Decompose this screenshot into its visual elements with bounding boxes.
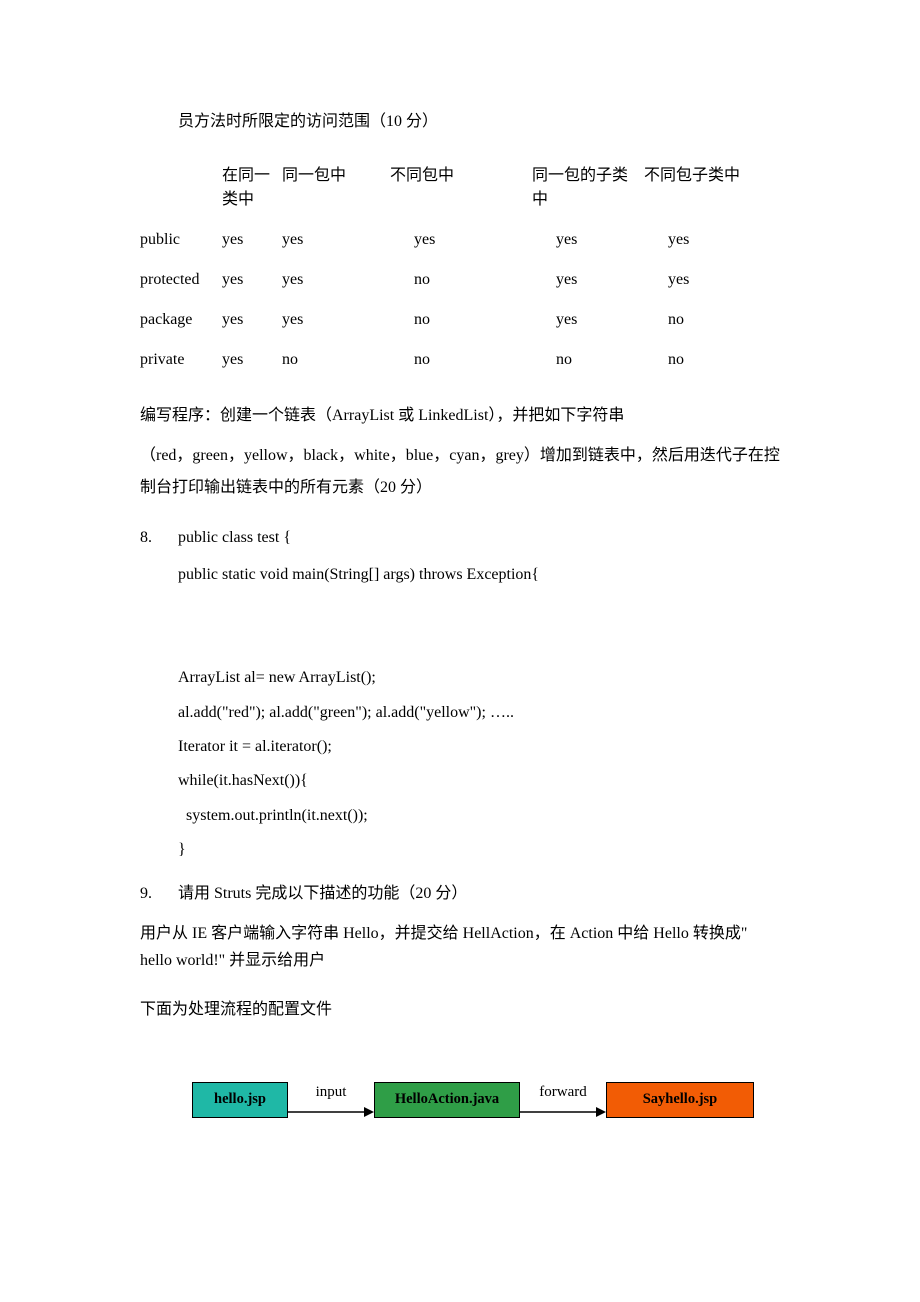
table-cell: yes: [532, 260, 644, 300]
q8-first-line: public class test {: [178, 526, 780, 550]
q7-line2: （red，green，yellow，black，white，blue，cyan，…: [140, 440, 780, 504]
table-cell: yes: [222, 260, 282, 300]
flow-arrow-label: forward: [539, 1081, 586, 1104]
table-cell: yes: [222, 340, 282, 380]
table-row: packageyesyesnoyesno: [140, 300, 780, 340]
col-header: 不同包子类中: [644, 156, 780, 220]
question-number: 9.: [140, 882, 178, 906]
page-heading-fragment: 员方法时所限定的访问范围（10 分）: [178, 110, 780, 134]
q9-config-label: 下面为处理流程的配置文件: [140, 998, 780, 1022]
col-header: 在同一类中: [222, 156, 282, 220]
question-create-list: 编写程序：创建一个链表（ArrayList 或 LinkedList），并把如下…: [140, 400, 780, 504]
table-cell: yes: [222, 220, 282, 260]
q7-line1: 编写程序：创建一个链表（ArrayList 或 LinkedList），并把如下…: [140, 400, 780, 432]
flow-arrow-label: input: [316, 1081, 347, 1104]
table-cell: yes: [282, 260, 390, 300]
table-cell: yes: [644, 260, 780, 300]
table-row: publicyesyesyesyesyes: [140, 220, 780, 260]
question-number: 8.: [140, 526, 178, 550]
table-cell: yes: [532, 220, 644, 260]
table-cell: no: [390, 300, 532, 340]
table-row: protectedyesyesnoyesyes: [140, 260, 780, 300]
table-cell: no: [282, 340, 390, 380]
table-cell: public: [140, 220, 222, 260]
table-cell: no: [532, 340, 644, 380]
table-cell: yes: [222, 300, 282, 340]
table-cell: yes: [282, 220, 390, 260]
table-cell: no: [644, 340, 780, 380]
flow-node: HelloAction.java: [374, 1082, 520, 1118]
table-cell: yes: [390, 220, 532, 260]
flow-arrow: forward: [520, 1081, 606, 1120]
table-cell: yes: [644, 220, 780, 260]
table-cell: no: [644, 300, 780, 340]
col-header: 同一包中: [282, 156, 390, 220]
question-9: 9. 请用 Struts 完成以下描述的功能（20 分）: [140, 882, 780, 906]
table-cell: no: [390, 260, 532, 300]
table-header-row: 在同一类中 同一包中 不同包中 同一包的子类中 不同包子类中: [140, 156, 780, 220]
struts-flow-diagram: hello.jsp input HelloAction.java forward Say…: [192, 1070, 780, 1130]
col-header: 不同包中: [390, 156, 532, 220]
table-cell: private: [140, 340, 222, 380]
table-cell: no: [390, 340, 532, 380]
flow-arrow: input: [288, 1081, 374, 1120]
q9-title: 请用 Struts 完成以下描述的功能（20 分）: [178, 882, 780, 906]
table-row: privateyesnononono: [140, 340, 780, 380]
col-header: 同一包的子类中: [532, 156, 644, 220]
col-header: [140, 156, 222, 220]
table-cell: yes: [282, 300, 390, 340]
flow-node: hello.jsp: [192, 1082, 288, 1118]
table-cell: protected: [140, 260, 222, 300]
table-cell: yes: [532, 300, 644, 340]
table-cell: package: [140, 300, 222, 340]
code-block: public static void main(String[] args) t…: [178, 558, 780, 868]
q9-description: 用户从 IE 客户端输入字符串 Hello，并提交给 HellAction，在 …: [140, 920, 780, 974]
question-8: 8. public class test {: [140, 526, 780, 550]
table: 在同一类中 同一包中 不同包中 同一包的子类中 不同包子类中 publicyes…: [140, 156, 780, 380]
flow-node: Sayhello.jsp: [606, 1082, 754, 1118]
access-modifier-table: 在同一类中 同一包中 不同包中 同一包的子类中 不同包子类中 publicyes…: [140, 156, 780, 380]
